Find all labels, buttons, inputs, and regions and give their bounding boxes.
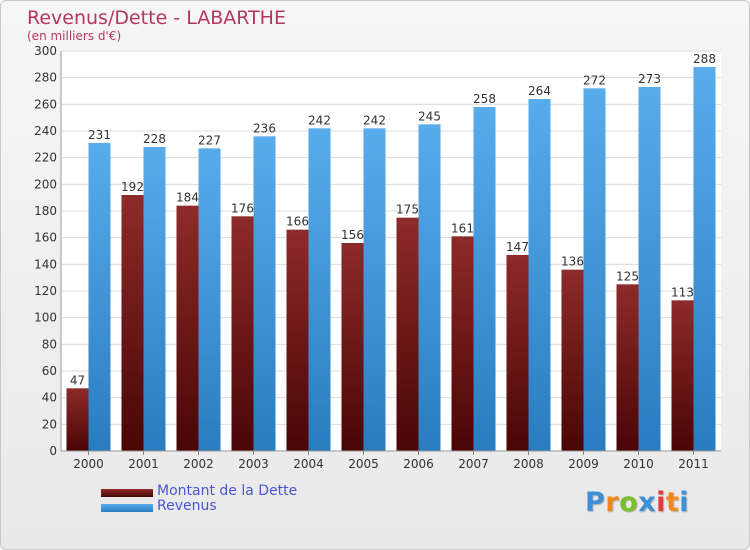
x-tick-label: 2008: [513, 457, 544, 471]
bar-dette: [176, 205, 199, 451]
y-tick-label: 60: [42, 364, 57, 378]
proxiti-logo: Proxiti: [585, 487, 689, 518]
data-label-dette: 176: [231, 201, 254, 215]
bar-revenus: [693, 67, 716, 451]
legend-label-revenus: Revenus: [157, 498, 217, 514]
logo-letter: o: [619, 487, 639, 518]
x-tick-label: 2000: [73, 457, 104, 471]
data-label-dette: 161: [451, 221, 474, 235]
bar-dette: [506, 255, 529, 451]
y-tick-label: 300: [34, 44, 57, 58]
data-label-dette: 113: [671, 285, 694, 299]
data-label-revenus: 258: [473, 92, 496, 106]
data-label-dette: 125: [616, 269, 639, 283]
data-label-dette: 47: [70, 373, 85, 387]
logo-letter: i: [656, 487, 666, 518]
bar-dette: [396, 217, 419, 451]
data-label-revenus: 236: [253, 121, 276, 135]
logo-letter: r: [605, 487, 620, 518]
plot-area: 0 20 40 60 80 100 120 140 160 180 200 220 240 260 280 3…: [34, 44, 721, 471]
y-tick-label: 200: [34, 177, 57, 191]
y-tick-label: 240: [34, 124, 57, 138]
bar-revenus: [528, 99, 551, 451]
bar-dette: [671, 300, 694, 451]
x-tick-label: 2005: [348, 457, 379, 471]
bar-dette: [616, 284, 639, 451]
logo-letter: i: [679, 487, 690, 518]
bar-revenus: [88, 143, 111, 451]
data-label-revenus: 231: [88, 128, 111, 142]
x-tick-label: 2009: [568, 457, 599, 471]
y-tick-label: 0: [49, 444, 57, 458]
bar-revenus: [253, 136, 276, 452]
x-tick-label: 2010: [623, 457, 654, 471]
data-label-revenus: 273: [638, 72, 661, 86]
y-tick-label: 220: [34, 151, 57, 165]
data-label-dette: 184: [176, 191, 199, 205]
bar-dette: [231, 216, 254, 451]
legend-swatch-dette: [101, 489, 153, 497]
legend-label-dette: Montant de la Dette: [157, 483, 298, 499]
y-tick-label: 120: [34, 284, 57, 298]
data-label-dette: 175: [396, 203, 419, 217]
x-tick-label: 2004: [293, 457, 324, 471]
y-tick-label: 180: [34, 204, 57, 218]
data-label-revenus: 288: [693, 52, 716, 66]
bar-revenus: [363, 128, 386, 451]
bar-revenus: [638, 87, 661, 451]
data-label-revenus: 228: [143, 132, 166, 146]
bar-dette: [66, 388, 89, 451]
bar-dette: [451, 236, 474, 451]
bar-revenus: [198, 148, 221, 452]
bar-dette: [561, 269, 584, 451]
logo-letter: t: [665, 487, 680, 518]
data-label-dette: 166: [286, 215, 309, 229]
legend-swatch-revenus: [101, 504, 153, 512]
bar-dette: [286, 229, 309, 451]
bar-revenus: [308, 128, 331, 451]
x-tick-label: 2011: [678, 457, 709, 471]
bar-dette: [121, 195, 144, 451]
y-tick-label: 100: [34, 311, 57, 325]
bar-revenus: [418, 124, 441, 451]
y-tick-label: 260: [34, 97, 57, 111]
data-label-revenus: 264: [528, 84, 551, 98]
data-label-dette: 147: [506, 240, 529, 254]
bar-dette: [341, 243, 364, 451]
bar-revenus: [583, 88, 606, 451]
y-tick-label: 40: [42, 391, 57, 405]
bar-revenus: [143, 147, 166, 451]
chart-subtitle: (en milliers d'€): [27, 29, 122, 43]
y-tick-label: 280: [34, 71, 57, 85]
data-label-revenus: 242: [363, 113, 386, 127]
data-label-dette: 192: [121, 180, 144, 194]
logo-letter: P: [585, 487, 606, 518]
data-label-dette: 136: [561, 255, 584, 269]
data-label-revenus: 227: [198, 133, 221, 147]
y-tick-label: 20: [42, 417, 57, 431]
y-tick-label: 160: [34, 231, 57, 245]
data-label-dette: 156: [341, 228, 364, 242]
x-tick-label: 2006: [403, 457, 434, 471]
data-label-revenus: 242: [308, 113, 331, 127]
x-tick-label: 2007: [458, 457, 489, 471]
plot-background: [61, 51, 721, 451]
x-tick-label: 2001: [128, 457, 159, 471]
y-tick-label: 140: [34, 257, 57, 271]
bar-revenus: [473, 107, 496, 451]
y-tick-label: 80: [42, 337, 57, 351]
x-tick-label: 2003: [238, 457, 269, 471]
x-tick-label: 2002: [183, 457, 214, 471]
chart-title: Revenus/Dette - LABARTHE: [27, 7, 286, 29]
data-label-revenus: 272: [583, 73, 606, 87]
logo-letter: x: [638, 487, 657, 518]
data-label-revenus: 245: [418, 109, 441, 123]
